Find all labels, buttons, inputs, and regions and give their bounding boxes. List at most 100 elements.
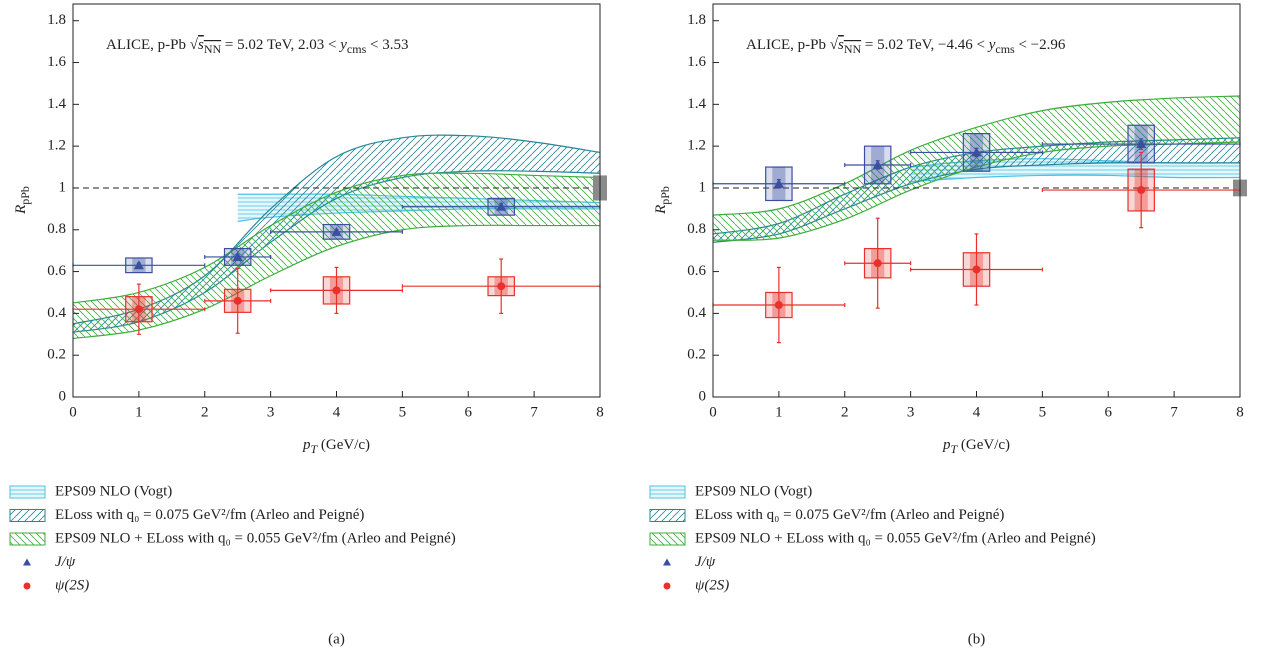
annotation-text: ALICE, p-Pb: [106, 37, 190, 53]
marker: [1136, 139, 1147, 149]
legend-marker: [663, 558, 671, 566]
y-axis-label: RpPb: [653, 186, 671, 215]
legend-marker: [23, 582, 31, 590]
annotation-text: √: [190, 37, 199, 53]
y-tick-label: 0: [59, 388, 67, 404]
legend-label: J/ψ: [55, 554, 76, 570]
x-label-main: p: [302, 437, 311, 453]
annotation-text: ALICE, p-Pb: [746, 37, 830, 53]
marker: [1137, 186, 1146, 195]
marker: [774, 301, 783, 310]
x-axis-label: pT (GeV/c): [302, 437, 370, 455]
x-label-unit: (GeV/c): [957, 437, 1010, 453]
y-label-sub: pPb: [658, 186, 672, 205]
x-axis-label: pT (GeV/c): [942, 437, 1010, 455]
y-tick-label: 1.2: [687, 138, 706, 154]
legend-label: ψ(2S): [55, 577, 89, 593]
x-tick-label: 1: [135, 404, 143, 420]
y-tick-label: 1: [699, 179, 707, 195]
band-upper: [72, 172, 601, 304]
panel-label: (b): [968, 631, 986, 647]
marker: [972, 265, 981, 274]
legend-swatch: [649, 532, 686, 546]
y-tick-label: 1: [59, 179, 67, 195]
y-tick-label: 1.4: [687, 96, 706, 112]
x-tick-label: 3: [267, 404, 275, 420]
x-tick-label: 8: [596, 404, 604, 420]
legend-swatch: [9, 509, 46, 522]
x-tick-label: 6: [1105, 404, 1113, 420]
marker: [971, 147, 982, 157]
panel-label: (a): [328, 631, 345, 647]
legend-label: EPS09 NLO + ELoss with q₀ = 0.055 GeV²/f…: [55, 530, 456, 546]
y-tick-label: 1.2: [47, 138, 66, 154]
annotation-text: √: [830, 37, 839, 53]
x-tick-label: 3: [907, 404, 915, 420]
legend-marker: [663, 582, 671, 590]
x-tick-label: 4: [973, 404, 981, 420]
marker: [496, 201, 507, 211]
y-tick-label: 1.8: [687, 12, 706, 28]
annotation-text: y: [338, 37, 347, 53]
y-tick-label: 0.4: [687, 305, 706, 321]
legend-label: EPS09 NLO + ELoss with q₀ = 0.055 GeV²/f…: [695, 530, 1096, 546]
annotation-text: < −2.96: [1015, 37, 1066, 53]
y-label-main: R: [13, 205, 29, 215]
marker: [873, 259, 882, 268]
y-tick-label: 1.8: [47, 12, 66, 28]
legend-label: EPS09 NLO (Vogt): [695, 483, 812, 499]
x-label-unit: (GeV/c): [317, 437, 370, 453]
x-tick-label: 0: [709, 404, 717, 420]
annotation-text: = 5.02 TeV, 2.03 <: [221, 37, 340, 53]
y-tick-label: 0.8: [687, 221, 706, 237]
marker: [332, 286, 341, 295]
annotation-text: = 5.02 TeV, −4.46 <: [861, 37, 989, 53]
x-tick-label: 6: [465, 404, 473, 420]
band-area: [73, 173, 600, 339]
x-label-sub: T: [310, 442, 318, 456]
x-tick-label: 7: [1170, 404, 1178, 420]
legend-label: ELoss with q₀ = 0.075 GeV²/fm (Arleo and…: [695, 507, 1004, 523]
y-tick-label: 1.4: [47, 96, 66, 112]
annotation-sub: NN: [204, 42, 222, 56]
y-tick-label: 0: [699, 388, 707, 404]
x-tick-label: 1: [775, 404, 783, 420]
band-upper: [712, 95, 1241, 216]
legend-label: J/ψ: [695, 554, 716, 570]
x-tick-label: 2: [841, 404, 849, 420]
marker: [134, 305, 143, 314]
marker: [872, 159, 883, 169]
marker: [773, 178, 784, 188]
x-tick-label: 8: [1236, 404, 1244, 420]
band-lower: [910, 174, 1241, 183]
legend-swatch: [649, 509, 686, 522]
y-tick-label: 1.6: [47, 54, 66, 70]
x-label-main: p: [942, 437, 951, 453]
band-area: [713, 95, 1240, 241]
annotation: ALICE, p-Pb √sNN = 5.02 TeV, −4.46 < ycm…: [746, 37, 1066, 55]
legend-swatch: [649, 485, 686, 499]
y-tick-label: 0.2: [47, 347, 66, 363]
annotation: ALICE, p-Pb √sNN = 5.02 TeV, 2.03 < ycms…: [106, 37, 408, 55]
annotation-sub: cms: [347, 42, 367, 56]
x-tick-label: 4: [333, 404, 341, 420]
annotation-text: y: [987, 37, 996, 53]
annotation-sub: NN: [844, 42, 862, 56]
y-tick-label: 0.8: [47, 221, 66, 237]
y-tick-label: 0.6: [47, 263, 66, 279]
x-tick-label: 0: [69, 404, 77, 420]
x-label-sub: T: [950, 442, 958, 456]
x-tick-label: 7: [530, 404, 538, 420]
marker: [497, 282, 506, 291]
y-tick-label: 0.4: [47, 305, 66, 321]
marker: [331, 226, 342, 236]
annotation-sub: cms: [995, 42, 1015, 56]
legend-swatch: [9, 532, 46, 546]
legend-marker: [23, 558, 31, 566]
y-label-main: R: [653, 205, 669, 215]
y-axis-label: RpPb: [13, 186, 31, 215]
x-tick-label: 5: [1039, 404, 1047, 420]
legend-label: ELoss with q₀ = 0.075 GeV²/fm (Arleo and…: [55, 507, 364, 523]
x-tick-label: 2: [201, 404, 209, 420]
